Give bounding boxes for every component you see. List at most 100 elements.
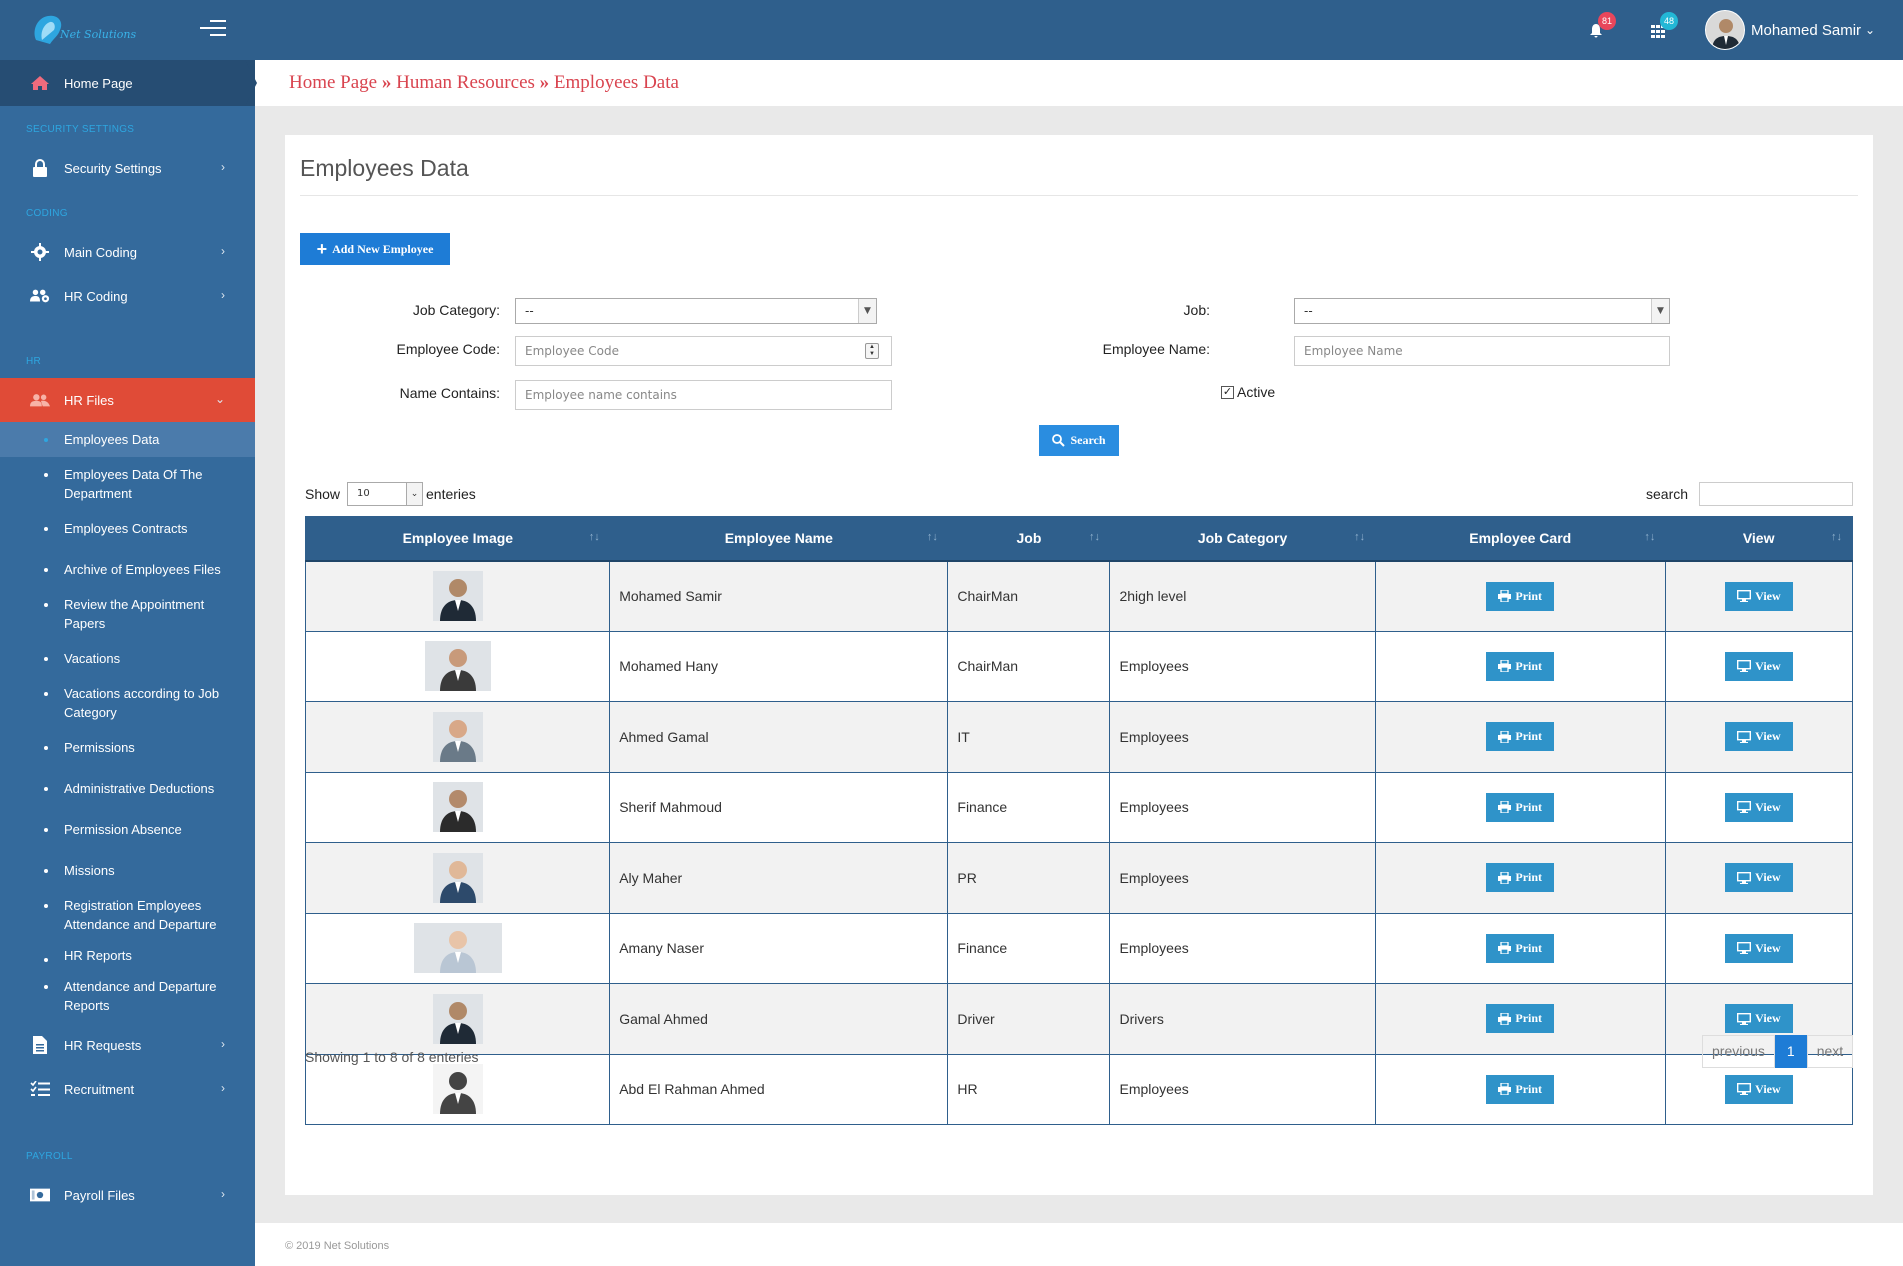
sidebar-subitem-registration-attendance[interactable]: Registration Employees Attendance and De…	[0, 888, 255, 942]
employee-photo	[432, 782, 483, 833]
sidebar-section-hr: HR	[26, 356, 42, 367]
name-contains-input[interactable]	[515, 380, 892, 410]
column-header-name[interactable]: Employee Name ↑↓	[609, 516, 948, 562]
view-button[interactable]: View	[1724, 863, 1793, 893]
employee-name-input[interactable]	[1294, 336, 1670, 366]
next-page-button[interactable]: next	[1806, 1035, 1854, 1068]
active-checkbox[interactable]: ✓ Active	[1221, 384, 1275, 400]
breadcrumb-home[interactable]: Home Page	[289, 72, 378, 93]
employee-name-cell: Ahmed Gamal	[609, 701, 949, 773]
menu-toggle-icon[interactable]	[200, 20, 226, 40]
view-label: View	[1755, 1081, 1781, 1096]
sort-icon: ↑↓	[926, 531, 938, 543]
sidebar-subitem-permissions[interactable]: Permissions	[0, 730, 255, 771]
sidebar-subitem-archive-files[interactable]: Archive of Employees Files	[0, 552, 255, 587]
print-button[interactable]: Print	[1486, 722, 1555, 752]
chevron-down-icon: ⌄	[214, 392, 225, 406]
printer-icon	[1498, 801, 1512, 814]
view-button[interactable]: View	[1724, 722, 1793, 752]
print-label: Print	[1515, 870, 1543, 885]
sidebar-subitem-permission-absence[interactable]: Permission Absence	[0, 812, 255, 853]
notifications-button[interactable]: 81	[1588, 12, 1616, 40]
page-button-current[interactable]: 1	[1774, 1035, 1807, 1068]
logo-text: Net Solutions	[60, 28, 137, 41]
sidebar-subitem-employees-contracts[interactable]: Employees Contracts	[0, 511, 255, 552]
previous-page-button[interactable]: previous	[1702, 1035, 1775, 1068]
column-header-card[interactable]: Employee Card ↑↓	[1375, 516, 1666, 562]
sidebar-subitem-review-appointment[interactable]: Review the Appointment Papers	[0, 587, 255, 641]
print-button[interactable]: Print	[1486, 933, 1555, 963]
breadcrumb-current: Employees Data	[553, 72, 679, 93]
sidebar-item-payroll-files[interactable]: Payroll Files ›	[0, 1173, 255, 1217]
sidebar-subitem-vacations-job-category[interactable]: Vacations according to Job Category	[0, 676, 255, 730]
employee-photo	[432, 993, 483, 1044]
table-row: Ahmed Gamal IT Employees Print View	[304, 701, 1854, 773]
job-category-cell: Employees	[1109, 842, 1376, 914]
view-button[interactable]: View	[1724, 933, 1793, 963]
apps-button[interactable]: 48	[1650, 12, 1678, 40]
job-category-cell: Employees	[1109, 912, 1376, 984]
view-button[interactable]: View	[1724, 581, 1793, 611]
breadcrumb: Home Page » Human Resources » Employees …	[289, 72, 679, 94]
print-button[interactable]: Print	[1486, 651, 1555, 681]
table-row: Aly Maher PR Employees Print View	[304, 842, 1854, 914]
print-button[interactable]: Print	[1486, 1004, 1555, 1034]
chevron-right-icon: ›	[221, 244, 225, 258]
view-label: View	[1755, 870, 1781, 885]
print-button[interactable]: Print	[1486, 581, 1555, 611]
job-category-label: Job Category:	[412, 302, 500, 318]
sidebar-item-hr-coding[interactable]: HR Coding ›	[0, 274, 255, 318]
view-button[interactable]: View	[1724, 1074, 1793, 1104]
job-value: --	[1304, 304, 1313, 318]
column-header-job[interactable]: Job ↑↓	[947, 516, 1110, 562]
sidebar-subitem-employees-data[interactable]: Employees Data	[0, 422, 255, 457]
sidebar-item-hr-requests[interactable]: HR Requests ›	[0, 1023, 255, 1067]
view-button[interactable]: View	[1724, 1004, 1793, 1034]
sidebar-subitem-missions[interactable]: Missions	[0, 853, 255, 888]
monitor-icon	[1737, 801, 1752, 814]
user-menu[interactable]: Mohamed Samir ⌄	[1705, 8, 1875, 52]
sidebar-item-security-settings[interactable]: Security Settings ›	[0, 146, 255, 190]
column-header-category[interactable]: Job Category ↑↓	[1109, 516, 1376, 562]
page-length-select[interactable]: 10 ⌄	[347, 482, 423, 506]
sidebar-item-recruitment[interactable]: Recruitment ›	[0, 1067, 255, 1111]
search-button[interactable]: Search	[1039, 425, 1119, 456]
print-button[interactable]: Print	[1486, 792, 1555, 822]
sidebar-subitem-employees-department[interactable]: Employees Data Of The Department	[0, 457, 255, 511]
page-title: Employees Data	[300, 155, 469, 181]
page-length-value: 10	[357, 488, 370, 499]
view-button[interactable]: View	[1724, 651, 1793, 681]
print-button[interactable]: Print	[1486, 863, 1555, 893]
employee-card-cell: Print	[1374, 771, 1666, 843]
checklist-icon	[30, 1079, 50, 1099]
column-header-image[interactable]: Employee Image ↑↓	[305, 516, 610, 562]
number-stepper-icon[interactable]: ▲ ▼	[865, 343, 879, 359]
employee-code-input[interactable]	[515, 336, 892, 366]
sidebar-subitem-vacations[interactable]: Vacations	[0, 641, 255, 676]
sidebar-item-home[interactable]: Home Page	[0, 60, 255, 106]
sidebar-subitem-attendance-reports[interactable]: Attendance and Departure Reports	[0, 969, 255, 1023]
table-row: Sherif Mahmoud Finance Employees Print View	[304, 771, 1854, 843]
sidebar-subitem-hr-reports[interactable]: HR Reports	[0, 942, 255, 969]
job-select[interactable]: -- ▼	[1294, 298, 1670, 324]
lock-icon	[30, 158, 50, 178]
table-search-input[interactable]	[1699, 482, 1853, 506]
sidebar-subitem-admin-deductions[interactable]: Administrative Deductions	[0, 771, 255, 812]
users-icon	[30, 390, 50, 410]
job-category-select[interactable]: -- ▼	[515, 298, 877, 324]
employee-photo	[432, 571, 483, 621]
monitor-icon	[1737, 1012, 1752, 1025]
monitor-icon	[1737, 730, 1752, 743]
sidebar-item-main-coding[interactable]: Main Coding ›	[0, 230, 255, 274]
sidebar-item-hr-files[interactable]: HR Files ⌄	[0, 378, 255, 422]
view-label: View	[1755, 1011, 1781, 1026]
bell-icon	[1590, 24, 1602, 38]
print-button[interactable]: Print	[1486, 1074, 1555, 1104]
job-cell: ChairMan	[947, 560, 1111, 632]
breadcrumb-hr[interactable]: Human Resources	[396, 72, 535, 93]
add-employee-button[interactable]: + Add New Employee	[300, 233, 450, 265]
search-button-label: Search	[1070, 433, 1106, 447]
breadcrumb-separator: »	[381, 72, 392, 93]
view-button[interactable]: View	[1724, 792, 1793, 822]
column-header-view[interactable]: View ↑↓	[1665, 516, 1853, 562]
